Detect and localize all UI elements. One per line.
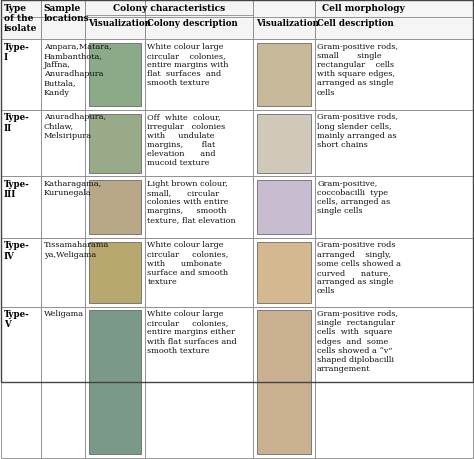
Bar	[254, 307, 315, 458]
Bar	[89, 44, 141, 107]
Bar	[315, 111, 473, 177]
Text: Type-
V: Type- V	[4, 309, 29, 329]
Bar	[1, 239, 41, 307]
Text: Gram-positive rods,
small       single
rectangular    cells
with square edges,
a: Gram-positive rods, small single rectang…	[317, 42, 398, 96]
Bar	[315, 239, 473, 307]
Bar	[315, 40, 473, 111]
Bar	[257, 181, 311, 235]
Text: White colour large
circular    colonies,
entire margins with
flat  surfaces  and: White colour large circular colonies, en…	[147, 42, 229, 87]
Bar	[145, 307, 254, 458]
Text: Anuradhapura,
Chilaw,
Melsiripura: Anuradhapura, Chilaw, Melsiripura	[44, 113, 106, 140]
Bar	[85, 1, 145, 40]
Bar	[41, 239, 85, 307]
Text: Katharagama,
Kurunegala: Katharagama, Kurunegala	[44, 179, 102, 196]
Bar	[257, 44, 311, 107]
Text: Tissamaharama
ya,Weligama: Tissamaharama ya,Weligama	[44, 241, 109, 258]
Bar	[257, 115, 311, 174]
Bar	[85, 177, 145, 239]
Bar	[145, 40, 254, 111]
Text: Ampara,Matara,
Hambanthota,
Jaffna,
Anuradhapura
Buttala,
Kandy: Ampara,Matara, Hambanthota, Jaffna, Anur…	[44, 42, 111, 96]
Bar	[85, 111, 145, 177]
Bar	[89, 181, 141, 235]
Bar	[89, 115, 141, 174]
Text: Off  white  colour,
irregular   colonies
with     undulate
margins,       flat
e: Off white colour, irregular colonies wit…	[147, 113, 226, 167]
Bar	[1, 307, 41, 458]
Bar	[85, 239, 145, 307]
Text: Cell morphology: Cell morphology	[322, 4, 404, 13]
Text: Gram-positive rods
arranged    singly,
some cells showed a
curved      nature,
a: Gram-positive rods arranged singly, some…	[317, 241, 401, 295]
Bar	[145, 1, 254, 40]
Bar	[257, 311, 311, 454]
Text: Type-
III: Type- III	[4, 179, 29, 199]
Text: Type-
I: Type- I	[4, 42, 29, 62]
Bar	[254, 40, 315, 111]
Text: Gram-positive rods,
single  rectangular
cells  with  square
edges  and  some
cel: Gram-positive rods, single rectangular c…	[317, 309, 398, 372]
Bar	[1, 1, 41, 40]
Bar	[315, 1, 473, 40]
Text: Cell description: Cell description	[317, 19, 394, 28]
Text: Weligama: Weligama	[44, 309, 84, 317]
Text: Visualization: Visualization	[256, 19, 319, 28]
Text: Type
of the
isolate: Type of the isolate	[4, 4, 37, 34]
Bar	[1, 40, 41, 111]
Bar	[85, 40, 145, 111]
Text: White colour large
circular     colonies,
entire margins either
with flat surfac: White colour large circular colonies, en…	[147, 309, 237, 354]
Bar	[145, 239, 254, 307]
Text: Colony characteristics: Colony characteristics	[113, 4, 226, 13]
Bar	[1, 1, 473, 382]
Bar	[85, 307, 145, 458]
Bar	[145, 177, 254, 239]
Bar	[41, 1, 85, 40]
Bar	[254, 177, 315, 239]
Text: Colony description: Colony description	[147, 19, 238, 28]
Bar	[1, 111, 41, 177]
Bar	[254, 111, 315, 177]
Bar	[41, 40, 85, 111]
Text: Gram-positive rods,
long slender cells,
mainly arranged as
short chains: Gram-positive rods, long slender cells, …	[317, 113, 398, 149]
Bar	[145, 111, 254, 177]
Text: White colour large
circular     colonies,
with      umbonate
surface and smooth
: White colour large circular colonies, wi…	[147, 241, 229, 285]
Text: Visualization: Visualization	[88, 19, 151, 28]
Bar	[41, 111, 85, 177]
Bar	[41, 307, 85, 458]
Bar	[89, 242, 141, 303]
Text: Gram-positive,
coccobacilli  type
cells, arranged as
single cells: Gram-positive, coccobacilli type cells, …	[317, 179, 391, 215]
Text: Type-
II: Type- II	[4, 113, 29, 133]
Bar	[89, 311, 141, 454]
Bar	[41, 177, 85, 239]
Text: Sample
locations: Sample locations	[44, 4, 90, 23]
Bar	[315, 177, 473, 239]
Text: Light brown colour,
small,      circular
colonies with entire
margins,     smoot: Light brown colour, small, circular colo…	[147, 179, 236, 224]
Bar	[254, 1, 315, 40]
Bar	[1, 177, 41, 239]
Bar	[257, 242, 311, 303]
Bar	[315, 307, 473, 458]
Bar	[254, 239, 315, 307]
Text: Type-
IV: Type- IV	[4, 241, 29, 260]
